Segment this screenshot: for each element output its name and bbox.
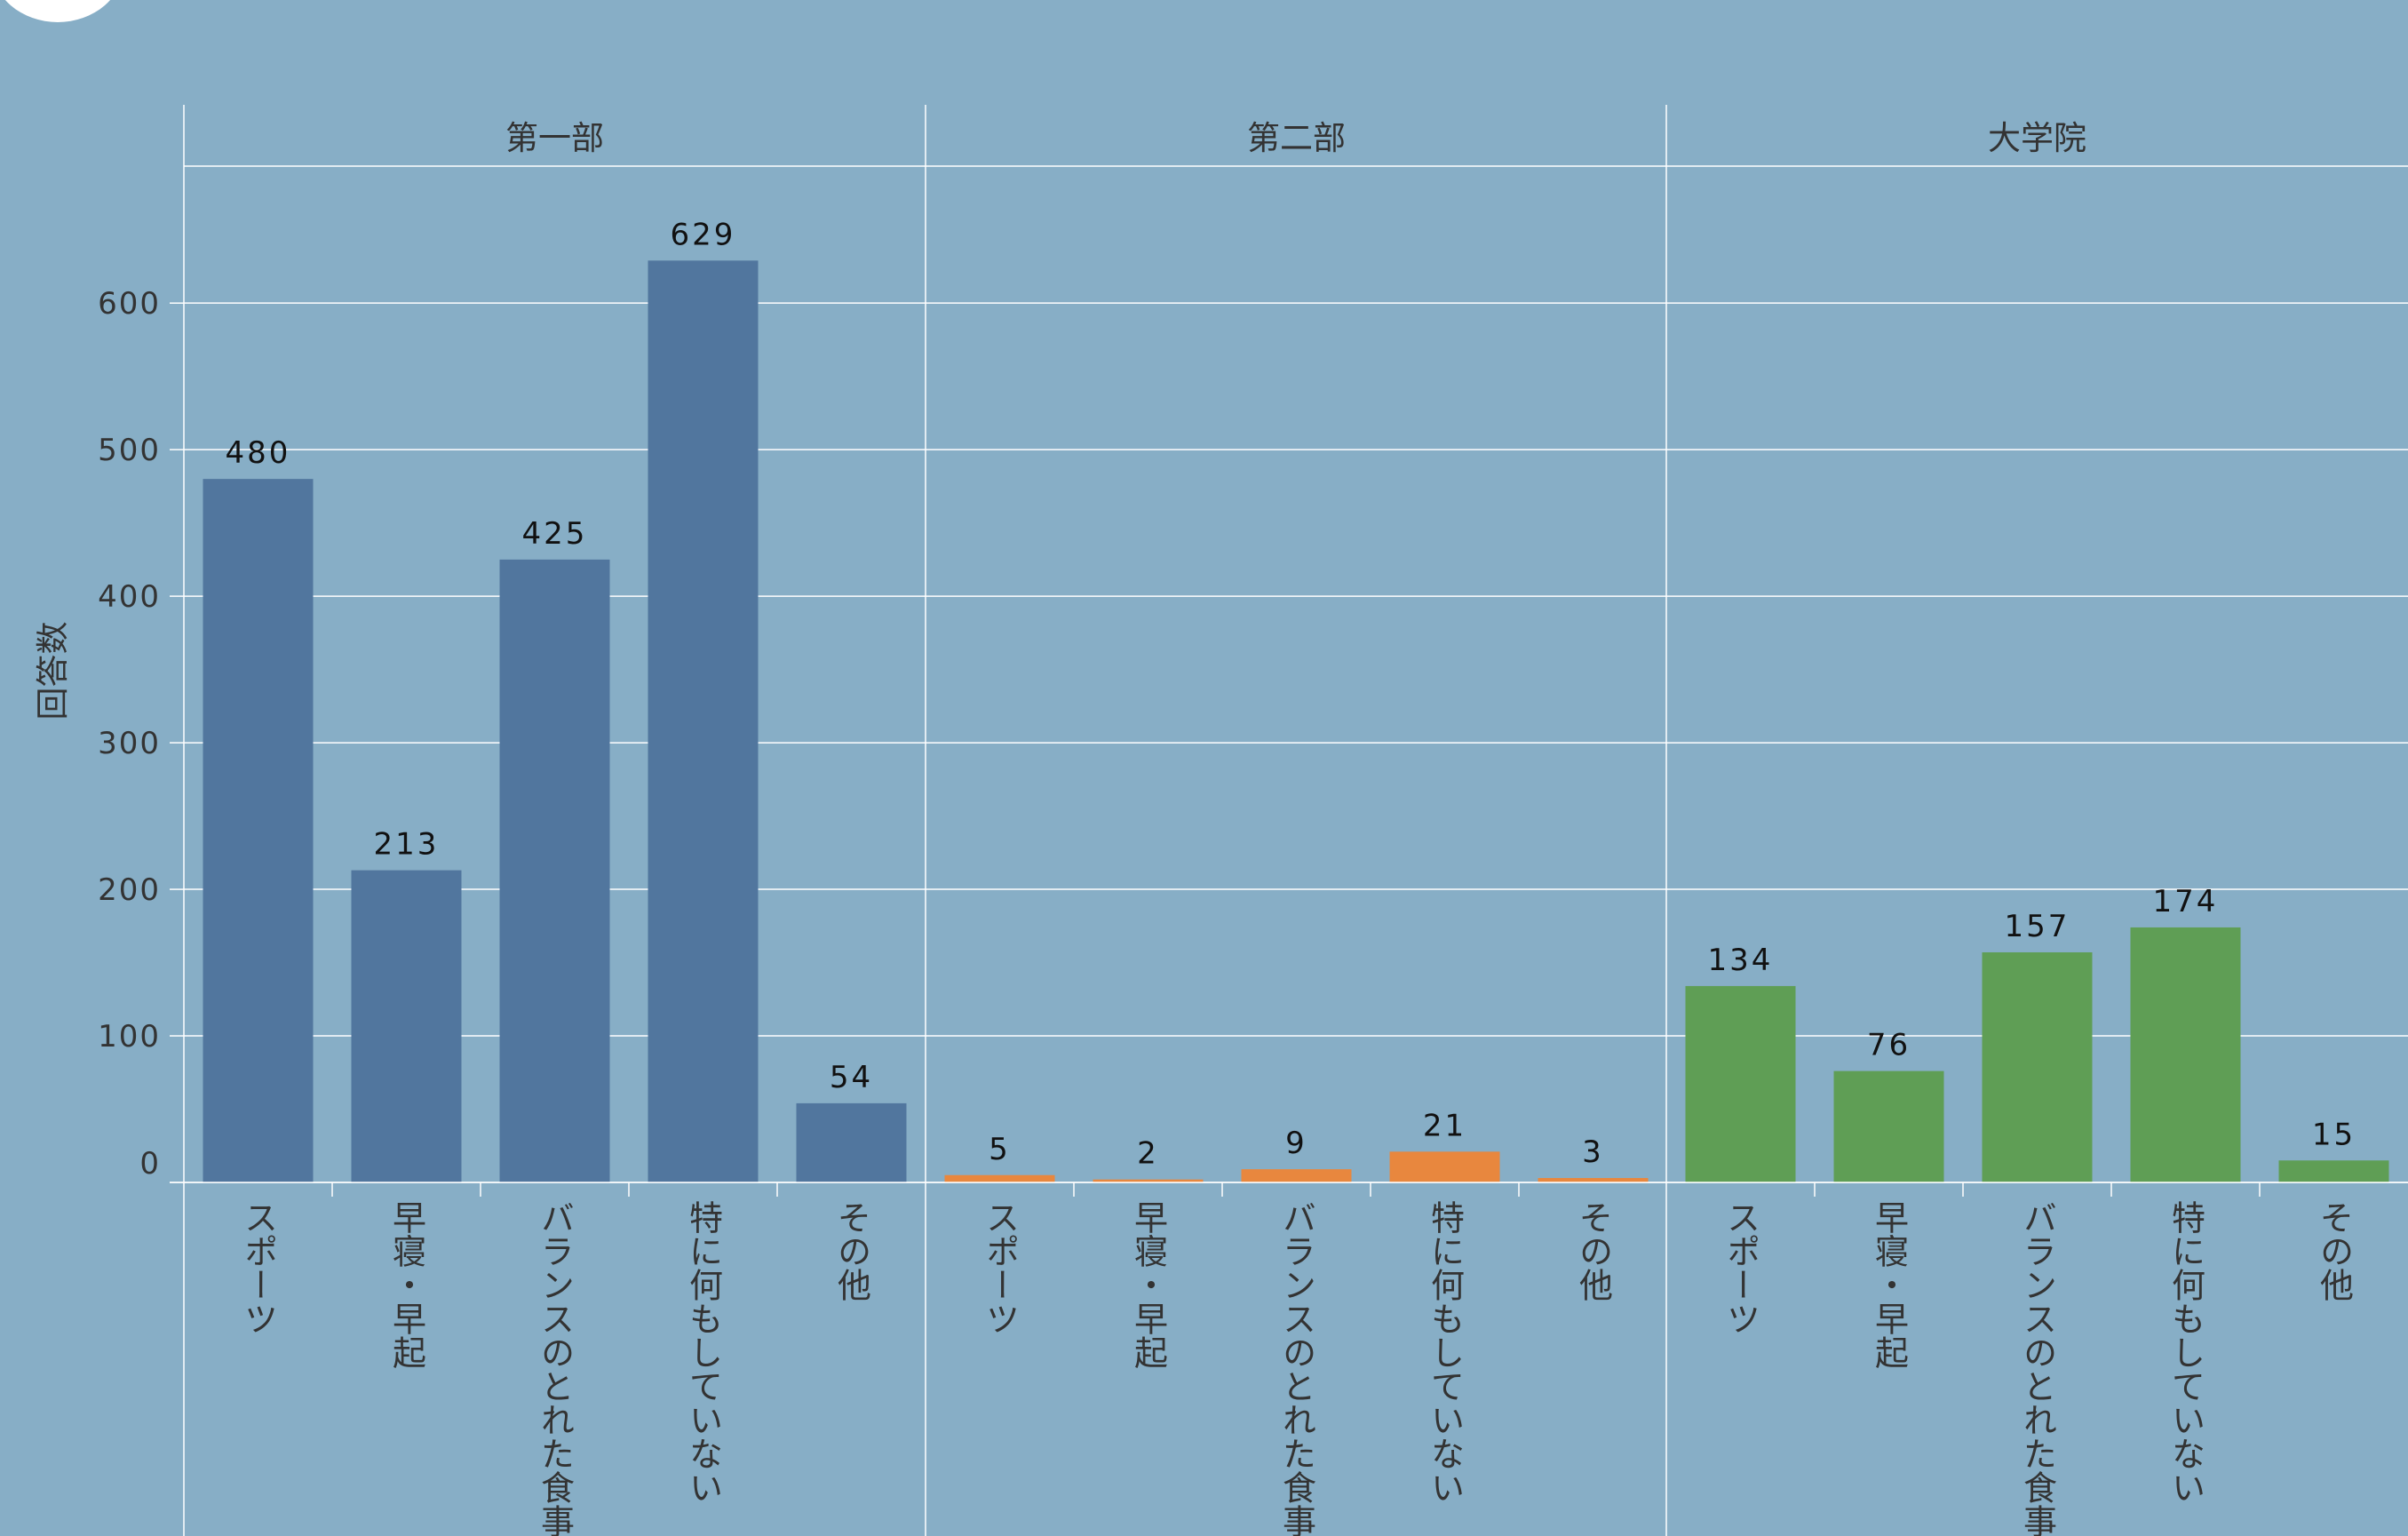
bar	[1833, 1070, 1944, 1182]
category-label: バランスのとれた食事	[1277, 1200, 1316, 1536]
y-axis-title: 回答数	[34, 622, 72, 720]
bar	[1685, 985, 1796, 1182]
bar	[351, 870, 462, 1182]
y-tick-label: 300	[98, 726, 161, 761]
y-axis: 0 100 200 300 400 500 600	[98, 286, 184, 1183]
bar	[203, 479, 314, 1182]
bar	[944, 1174, 1055, 1182]
y-tick-label: 0	[139, 1146, 161, 1182]
data-label: 2	[1137, 1136, 1159, 1172]
bar	[796, 1102, 907, 1182]
data-label: 174	[2153, 884, 2219, 919]
category-label: その他	[2315, 1200, 2354, 1301]
bar	[1389, 1151, 1500, 1182]
data-label: 157	[2005, 909, 2070, 944]
y-tick-label: 200	[98, 872, 161, 908]
data-label: 21	[1423, 1108, 1466, 1143]
category-label: 特に何もしていない	[684, 1200, 723, 1504]
bar	[499, 559, 610, 1182]
category-label: その他	[832, 1200, 871, 1301]
data-label: 425	[522, 516, 588, 552]
bar	[2130, 927, 2241, 1182]
panel-frames	[183, 105, 2408, 1536]
category-label: その他	[1574, 1200, 1613, 1301]
panel-title: 第二部	[1247, 119, 1346, 157]
data-label: 9	[1285, 1126, 1307, 1161]
y-tick-label: 600	[98, 286, 161, 322]
x-axis: スポーツ 早寝・早起 バランスのとれた食事 特に何もしていない その他 スポーツ 早寝・早起…	[170, 1182, 2408, 1536]
data-label: 54	[830, 1060, 873, 1095]
data-label: 629	[671, 217, 736, 252]
data-label: 213	[374, 827, 440, 863]
category-label: 特に何もしていない	[1426, 1200, 1465, 1504]
panel-titles: 第一部 第二部 大学院	[505, 119, 2086, 157]
bar	[1982, 951, 2093, 1182]
category-label: バランスのとれた食事	[536, 1200, 575, 1536]
data-label: 3	[1582, 1134, 1604, 1170]
category-label: スポーツ	[981, 1200, 1020, 1335]
category-label: スポーツ	[1721, 1200, 1760, 1335]
data-label: 134	[1708, 943, 1774, 978]
panel-title: 大学院	[1988, 119, 2086, 157]
category-label: 早寝・早起	[1870, 1200, 1909, 1369]
category-label: スポーツ	[239, 1200, 278, 1335]
category-label: 早寝・早起	[387, 1200, 426, 1369]
data-label: 15	[2312, 1117, 2356, 1152]
category-label: 早寝・早起	[1129, 1200, 1168, 1369]
bar	[648, 260, 759, 1182]
data-label: 5	[989, 1132, 1011, 1167]
bars	[203, 260, 2389, 1182]
bar	[2278, 1160, 2389, 1182]
category-label: バランスのとれた食事	[2018, 1200, 2057, 1536]
data-label: 480	[226, 435, 291, 471]
y-tick-label: 400	[98, 579, 161, 615]
category-label: 特に何もしていない	[2166, 1200, 2205, 1504]
y-tick-label: 100	[98, 1019, 161, 1055]
bar	[1241, 1169, 1352, 1182]
panel-title: 第一部	[505, 119, 604, 157]
data-label: 76	[1867, 1028, 1911, 1063]
bar	[1093, 1179, 1204, 1182]
y-tick-label: 500	[98, 433, 161, 468]
bar	[1538, 1178, 1649, 1182]
